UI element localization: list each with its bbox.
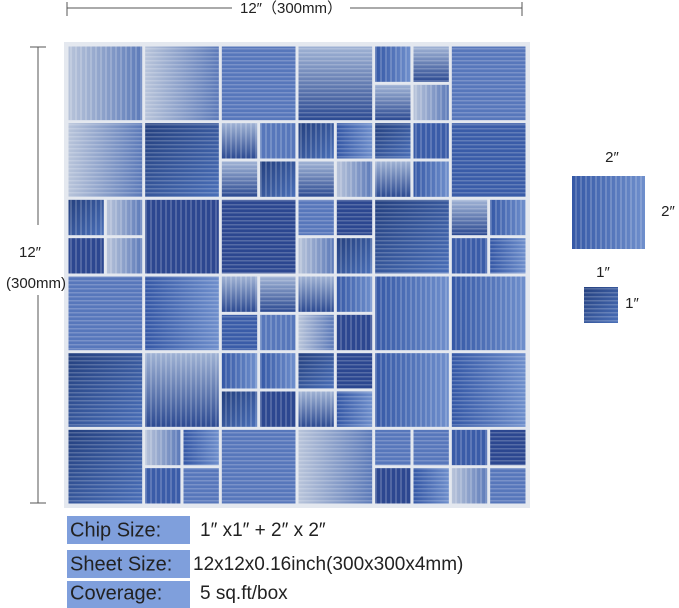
- tile-texture: [221, 314, 258, 351]
- tile-texture: [145, 353, 219, 427]
- spec-highlight: [67, 581, 190, 608]
- tile-texture: [413, 468, 449, 504]
- tile-texture: [260, 391, 296, 427]
- width-label: 12″（300mm）: [240, 0, 342, 17]
- spec-value: 5 sq.ft/box: [200, 583, 288, 604]
- tile-texture: [145, 468, 181, 504]
- tile-texture: [68, 276, 143, 351]
- tile-texture: [298, 391, 334, 427]
- chip-label: 2″: [605, 149, 619, 166]
- tile-texture: [490, 199, 526, 236]
- spec-highlight: [67, 516, 190, 544]
- height-label: 12″: [19, 244, 42, 261]
- tile-texture: [375, 199, 449, 274]
- tile-texture: [375, 46, 411, 82]
- tile-texture: [298, 314, 334, 351]
- tile-texture: [451, 468, 488, 504]
- tile-texture: [375, 429, 411, 466]
- tile-texture: [68, 46, 143, 121]
- spec-highlight: [67, 550, 190, 578]
- tile-texture: [260, 314, 296, 351]
- tile-texture: [68, 123, 143, 197]
- tile-texture: [336, 276, 373, 312]
- tile-texture: [260, 276, 296, 312]
- tile-texture: [451, 429, 488, 466]
- tile-texture: [260, 123, 296, 159]
- spec-value: 12x12x0.16inch(300x300x4mm): [193, 554, 463, 575]
- tile-texture: [183, 429, 219, 466]
- tile-texture: [298, 429, 373, 504]
- large-chip-texture: [572, 176, 645, 249]
- tile-texture: [451, 276, 526, 351]
- tile-texture: [106, 238, 143, 274]
- spec-label: Sheet Size:: [70, 553, 172, 575]
- tile-texture: [221, 46, 296, 121]
- tile-texture: [145, 276, 219, 351]
- spec-label: Chip Size:: [70, 519, 161, 541]
- tile-texture: [68, 238, 104, 274]
- tile-texture: [221, 391, 258, 427]
- tile-texture: [375, 84, 411, 121]
- tile-texture: [451, 238, 488, 274]
- tile-texture: [451, 353, 526, 427]
- tile-texture: [413, 161, 449, 197]
- tile-texture: [68, 429, 143, 504]
- tile-texture: [145, 123, 219, 197]
- tile-texture: [298, 161, 334, 197]
- tile-texture: [336, 161, 373, 197]
- tile-texture: [221, 199, 296, 274]
- tile-texture: [336, 199, 373, 236]
- tile-texture: [413, 429, 449, 466]
- tile-texture: [375, 353, 449, 427]
- tile-texture: [183, 468, 219, 504]
- tile-texture: [106, 199, 143, 236]
- tile-texture: [413, 123, 449, 159]
- tile-texture: [68, 199, 104, 236]
- tile-texture: [298, 46, 373, 121]
- tile-grid: [68, 46, 526, 504]
- tile-texture: [336, 238, 373, 274]
- tile-texture: [221, 429, 296, 504]
- tile-texture: [298, 276, 334, 312]
- tile-texture: [413, 84, 449, 121]
- tile-texture: [298, 199, 334, 236]
- tile-texture: [298, 238, 334, 274]
- tile-texture: [145, 429, 181, 466]
- tile-texture: [490, 429, 526, 466]
- tile-texture: [298, 123, 334, 159]
- tile-texture: [145, 199, 219, 274]
- tile-texture: [221, 276, 258, 312]
- tile-texture: [221, 123, 258, 159]
- tile-texture: [221, 161, 258, 197]
- tile-texture: [336, 314, 373, 351]
- tile-texture: [298, 353, 334, 389]
- tile-texture: [490, 468, 526, 504]
- small-chip-texture: [584, 287, 618, 323]
- tile-texture: [451, 199, 488, 236]
- tile-texture: [336, 123, 373, 159]
- tile-texture: [375, 123, 411, 159]
- chip-label: 1″: [625, 295, 639, 312]
- tile-texture: [451, 123, 526, 197]
- tile-texture: [145, 46, 219, 121]
- tile-texture: [490, 238, 526, 274]
- tile-texture: [336, 353, 373, 389]
- tile-texture: [336, 391, 373, 427]
- tile-texture: [375, 161, 411, 197]
- tile-texture: [221, 353, 258, 389]
- height-mm-label: (300mm): [6, 275, 66, 292]
- tile-texture: [260, 161, 296, 197]
- tile-texture: [375, 468, 411, 504]
- chip-label: 2″: [661, 203, 675, 220]
- tile-texture: [68, 353, 143, 427]
- chip-label: 1″: [596, 264, 610, 281]
- tile-texture: [260, 353, 296, 389]
- spec-value: 1″ x1″ + 2″ x 2″: [200, 520, 326, 541]
- tile-texture: [451, 46, 526, 121]
- tile-texture: [375, 276, 449, 351]
- spec-label: Coverage:: [70, 582, 162, 604]
- tile-texture: [413, 46, 449, 82]
